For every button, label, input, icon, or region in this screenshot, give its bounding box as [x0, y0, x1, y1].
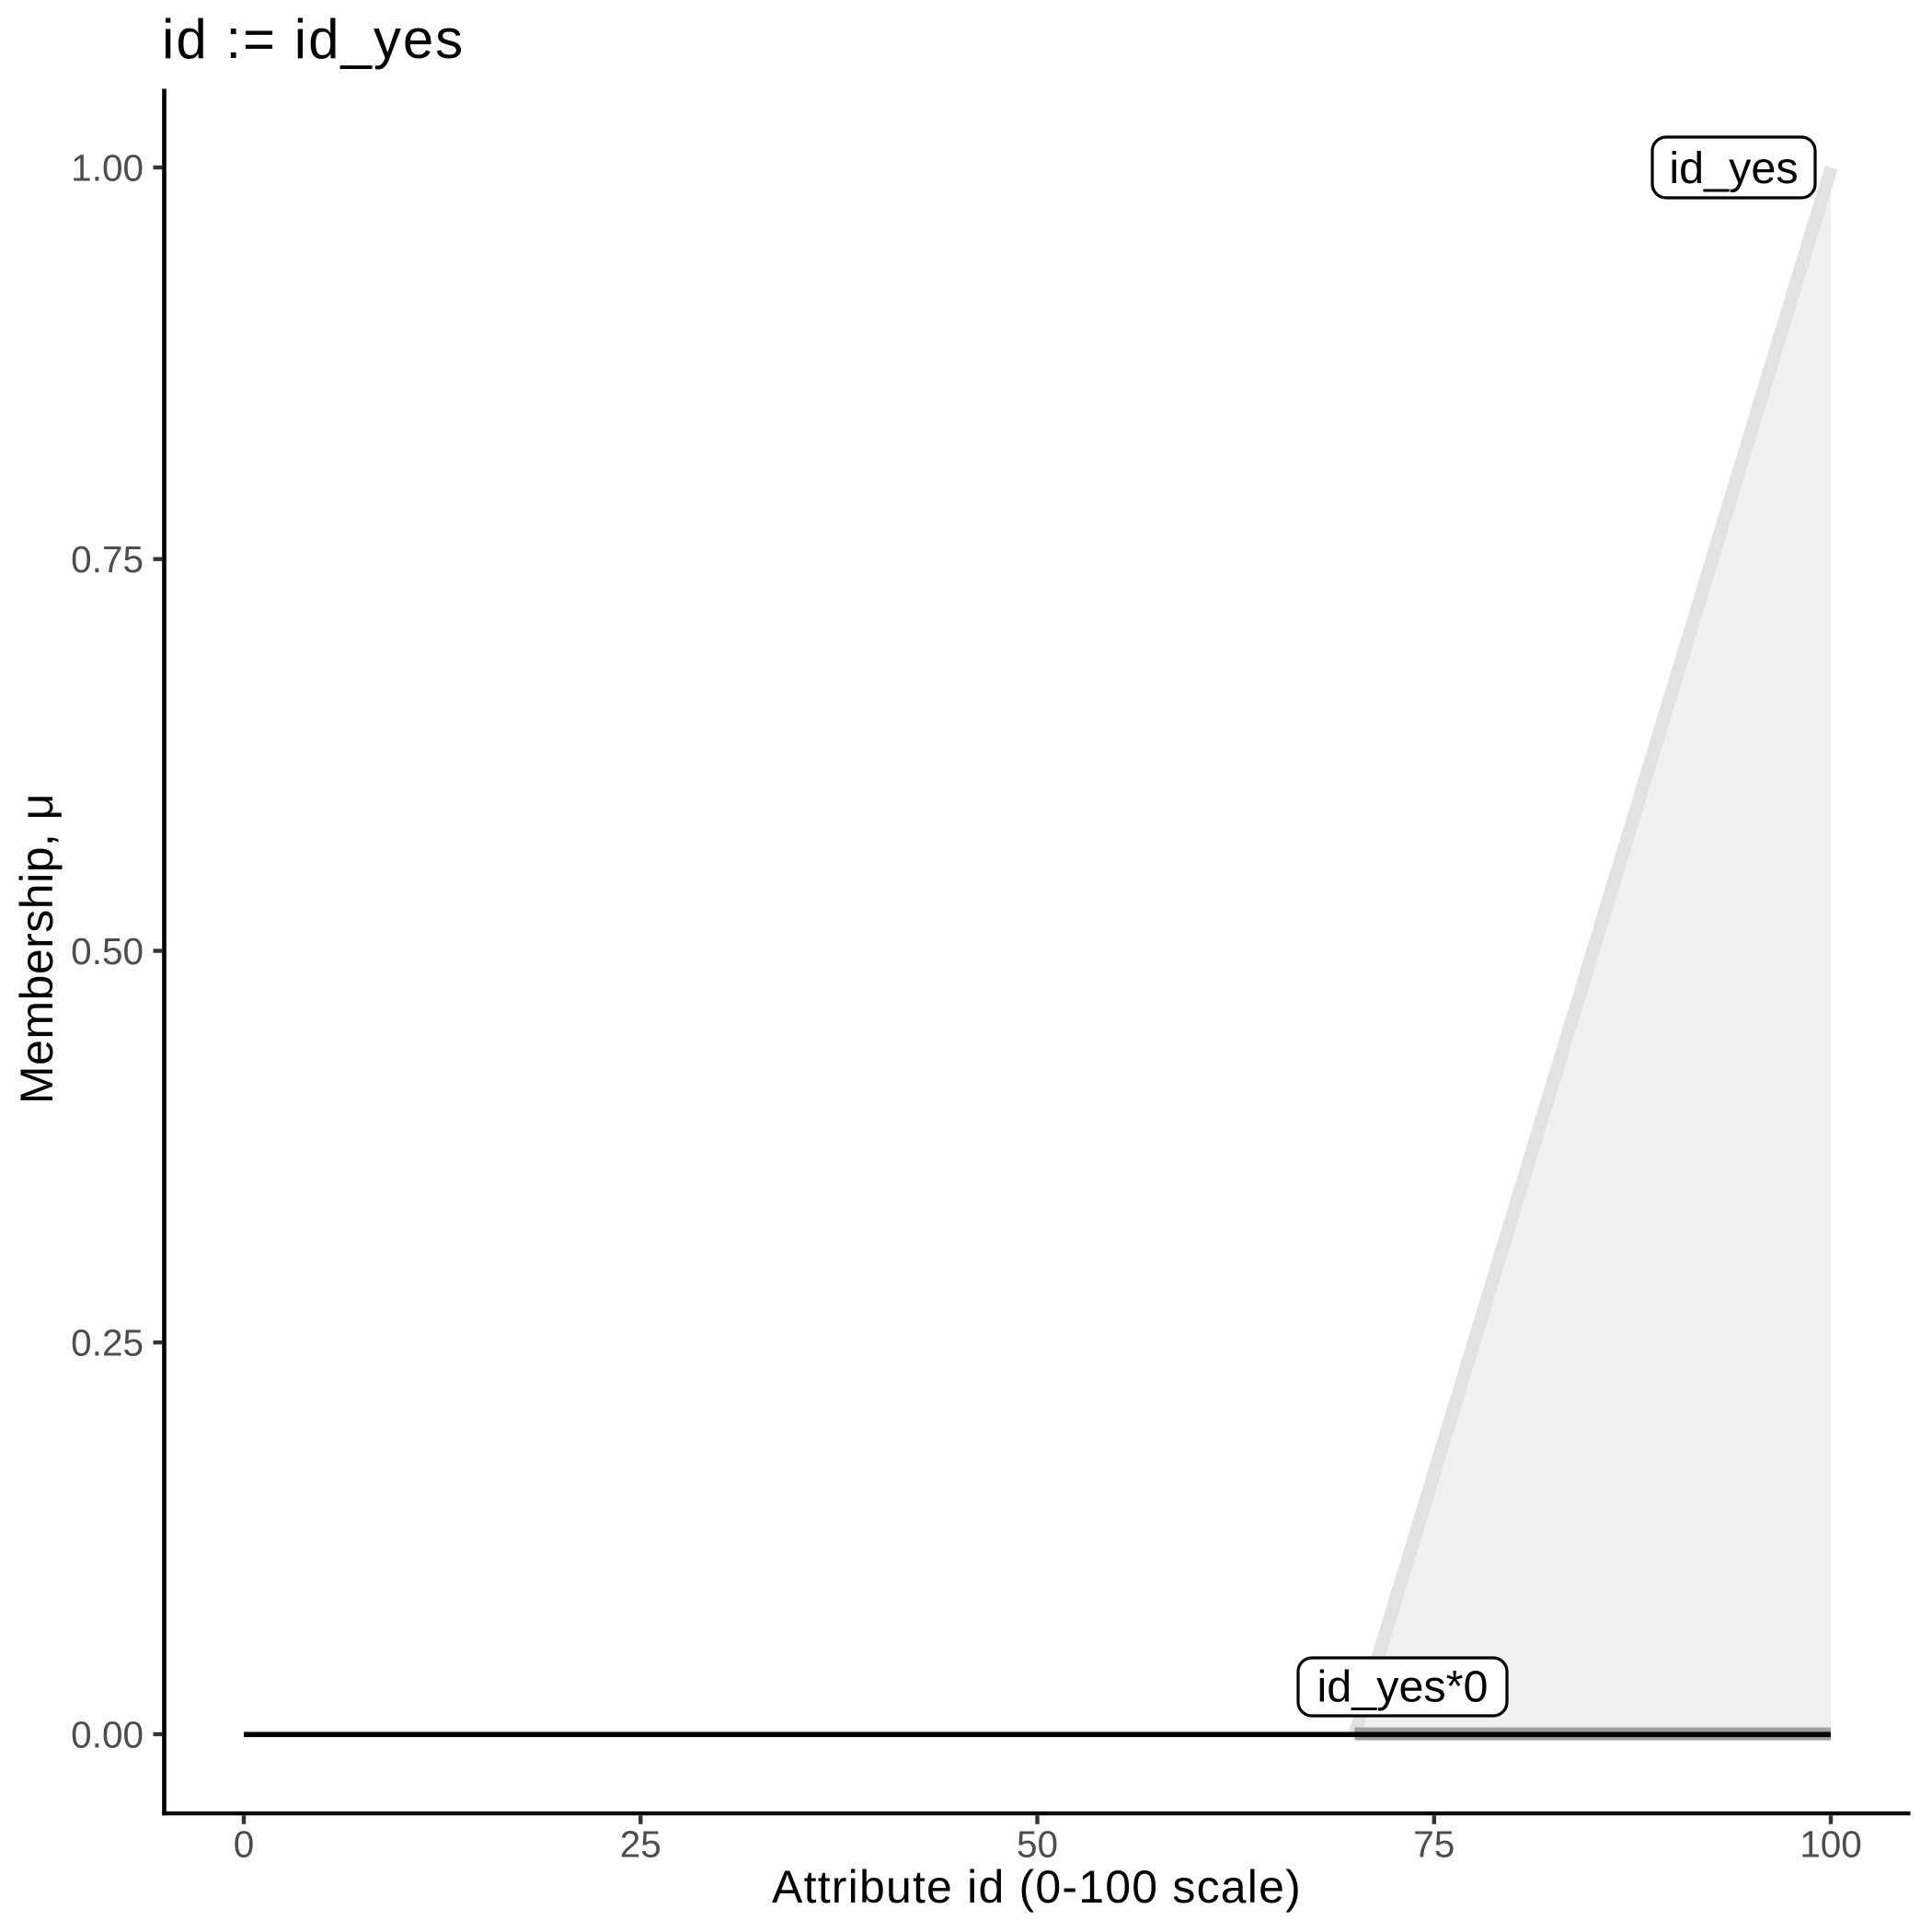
svg-text:0.75: 0.75	[71, 538, 144, 581]
svg-text:id_yes: id_yes	[1669, 144, 1798, 193]
svg-text:0: 0	[234, 1823, 255, 1866]
svg-text:Membership, μ: Membership, μ	[11, 793, 63, 1104]
svg-text:id_yes*0: id_yes*0	[1317, 1662, 1488, 1712]
svg-text:0.25: 0.25	[71, 1322, 144, 1364]
svg-text:0.50: 0.50	[71, 930, 144, 972]
svg-text:Attribute id (0-100 scale): Attribute id (0-100 scale)	[772, 1861, 1302, 1913]
svg-text:id := id_yes: id := id_yes	[162, 8, 465, 70]
svg-text:100: 100	[1800, 1823, 1862, 1866]
svg-text:25: 25	[620, 1823, 661, 1866]
svg-text:0.00: 0.00	[71, 1713, 144, 1755]
svg-text:75: 75	[1413, 1823, 1455, 1866]
svg-text:1.00: 1.00	[71, 146, 144, 189]
svg-text:50: 50	[1017, 1823, 1058, 1866]
